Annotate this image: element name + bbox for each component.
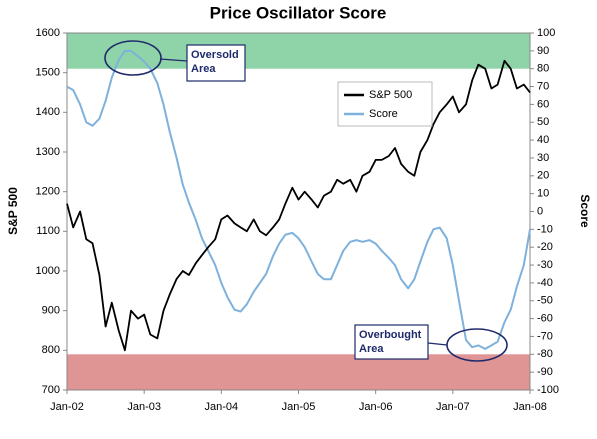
series-line xyxy=(66,59,531,352)
y2-tick-label: 50 xyxy=(537,116,549,128)
y2-tick-label: -70 xyxy=(537,330,553,342)
y2-tick-label: -90 xyxy=(537,366,553,378)
annotation-text: Area xyxy=(191,63,216,75)
chart-title: Price Oscillator Score xyxy=(210,3,387,22)
y2-axis-title: Score xyxy=(578,194,592,228)
annotation-text: Area xyxy=(359,343,384,355)
y-tick-label: 1500 xyxy=(36,67,60,79)
annotation-text: Overbought xyxy=(359,329,422,341)
y2-tick-label: -100 xyxy=(537,384,559,396)
y2-tick-label: 100 xyxy=(537,27,555,39)
y2-tick-label: 60 xyxy=(537,98,549,110)
y2-tick-label: 40 xyxy=(537,134,549,146)
y2-tick-label: 90 xyxy=(537,45,549,57)
y-tick-label: 700 xyxy=(42,384,60,396)
y2-tick-label: 20 xyxy=(537,170,549,182)
y-tick-label: 1600 xyxy=(36,27,60,39)
y2-tick-label: -20 xyxy=(537,241,553,253)
y2-tick-label: 30 xyxy=(537,152,549,164)
legend-label: S&P 500 xyxy=(369,89,412,101)
x-tick-label: Jan-03 xyxy=(127,401,161,413)
annotation-box xyxy=(186,44,246,82)
y2-tick-label: -80 xyxy=(537,348,553,360)
x-tick-label: Jan-06 xyxy=(359,401,393,413)
y-axis-title: S&P 500 xyxy=(6,187,20,235)
legend-box xyxy=(337,81,433,127)
y2-tick-label: -10 xyxy=(537,223,553,235)
y2-tick-label: -50 xyxy=(537,295,553,307)
zone-band xyxy=(67,33,530,69)
x-tick-label: Jan-02 xyxy=(50,401,84,413)
y-tick-label: 1400 xyxy=(36,106,60,118)
y2-tick-label: 0 xyxy=(537,205,543,217)
y-tick-label: 900 xyxy=(42,305,60,317)
annotation-connector xyxy=(159,58,188,62)
zone-band xyxy=(67,354,530,390)
y-tick-label: 1300 xyxy=(36,146,60,158)
annotation-ellipse xyxy=(104,40,162,76)
series-line xyxy=(66,49,531,350)
y-tick-label: 1100 xyxy=(36,225,60,237)
x-tick-label: Jan-04 xyxy=(205,401,239,413)
x-tick-label: Jan-08 xyxy=(513,401,547,413)
y2-tick-label: 10 xyxy=(537,188,549,200)
y-tick-label: 800 xyxy=(42,344,60,356)
y2-tick-label: 80 xyxy=(537,63,549,75)
x-tick-label: Jan-07 xyxy=(436,401,470,413)
y2-tick-label: -40 xyxy=(537,277,553,289)
annotation-box xyxy=(354,324,429,360)
x-tick-label: Jan-05 xyxy=(282,401,316,413)
y-tick-label: 1000 xyxy=(36,265,60,277)
y2-tick-label: -30 xyxy=(537,259,553,271)
annotation-text: Oversold xyxy=(191,49,239,61)
y2-tick-label: -60 xyxy=(537,313,553,325)
annotation-connector xyxy=(427,342,448,346)
y2-tick-label: 70 xyxy=(537,80,549,92)
legend-label: Score xyxy=(369,108,398,120)
y-tick-label: 1200 xyxy=(36,186,60,198)
